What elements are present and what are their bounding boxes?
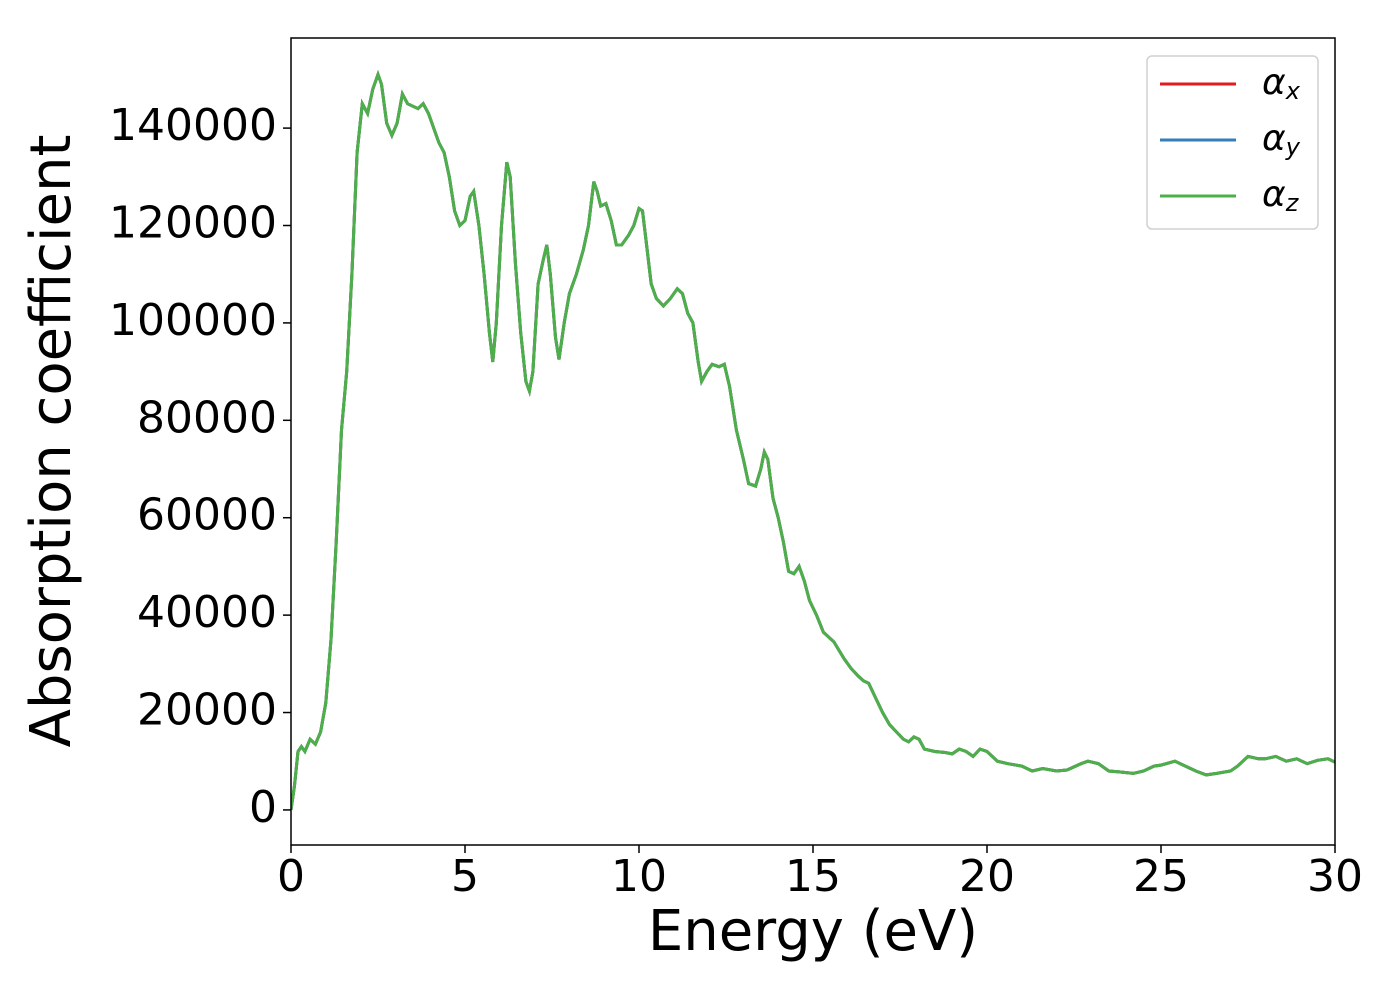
x-tick-label: 10 [611, 851, 667, 902]
y-tick-label: 140000 [109, 100, 277, 151]
legend-label: αx [1262, 62, 1301, 105]
legend-label: αz [1262, 174, 1300, 217]
y-tick-label: 60000 [137, 490, 277, 541]
y-tick-label: 80000 [137, 392, 277, 443]
x-tick-label: 15 [785, 851, 841, 902]
x-tick-label: 20 [959, 851, 1015, 902]
y-tick-label: 40000 [137, 587, 277, 638]
y-tick-label: 0 [249, 782, 277, 833]
x-tick-label: 30 [1307, 851, 1363, 902]
plot-frame [290, 37, 1336, 846]
x-axis-label: Energy (eV) [648, 899, 978, 964]
x-tick-label: 5 [451, 851, 479, 902]
y-tick-label: 120000 [109, 198, 277, 249]
legend-label: αy [1262, 118, 1301, 161]
y-axis-label: Absorption coefficient [19, 135, 84, 748]
x-tick-label: 25 [1133, 851, 1189, 902]
x-tick-label: 0 [277, 851, 305, 902]
data-line [291, 70, 1335, 811]
legend-box [1146, 55, 1319, 230]
y-tick-label: 100000 [109, 295, 277, 346]
y-tick-label: 20000 [137, 685, 277, 736]
